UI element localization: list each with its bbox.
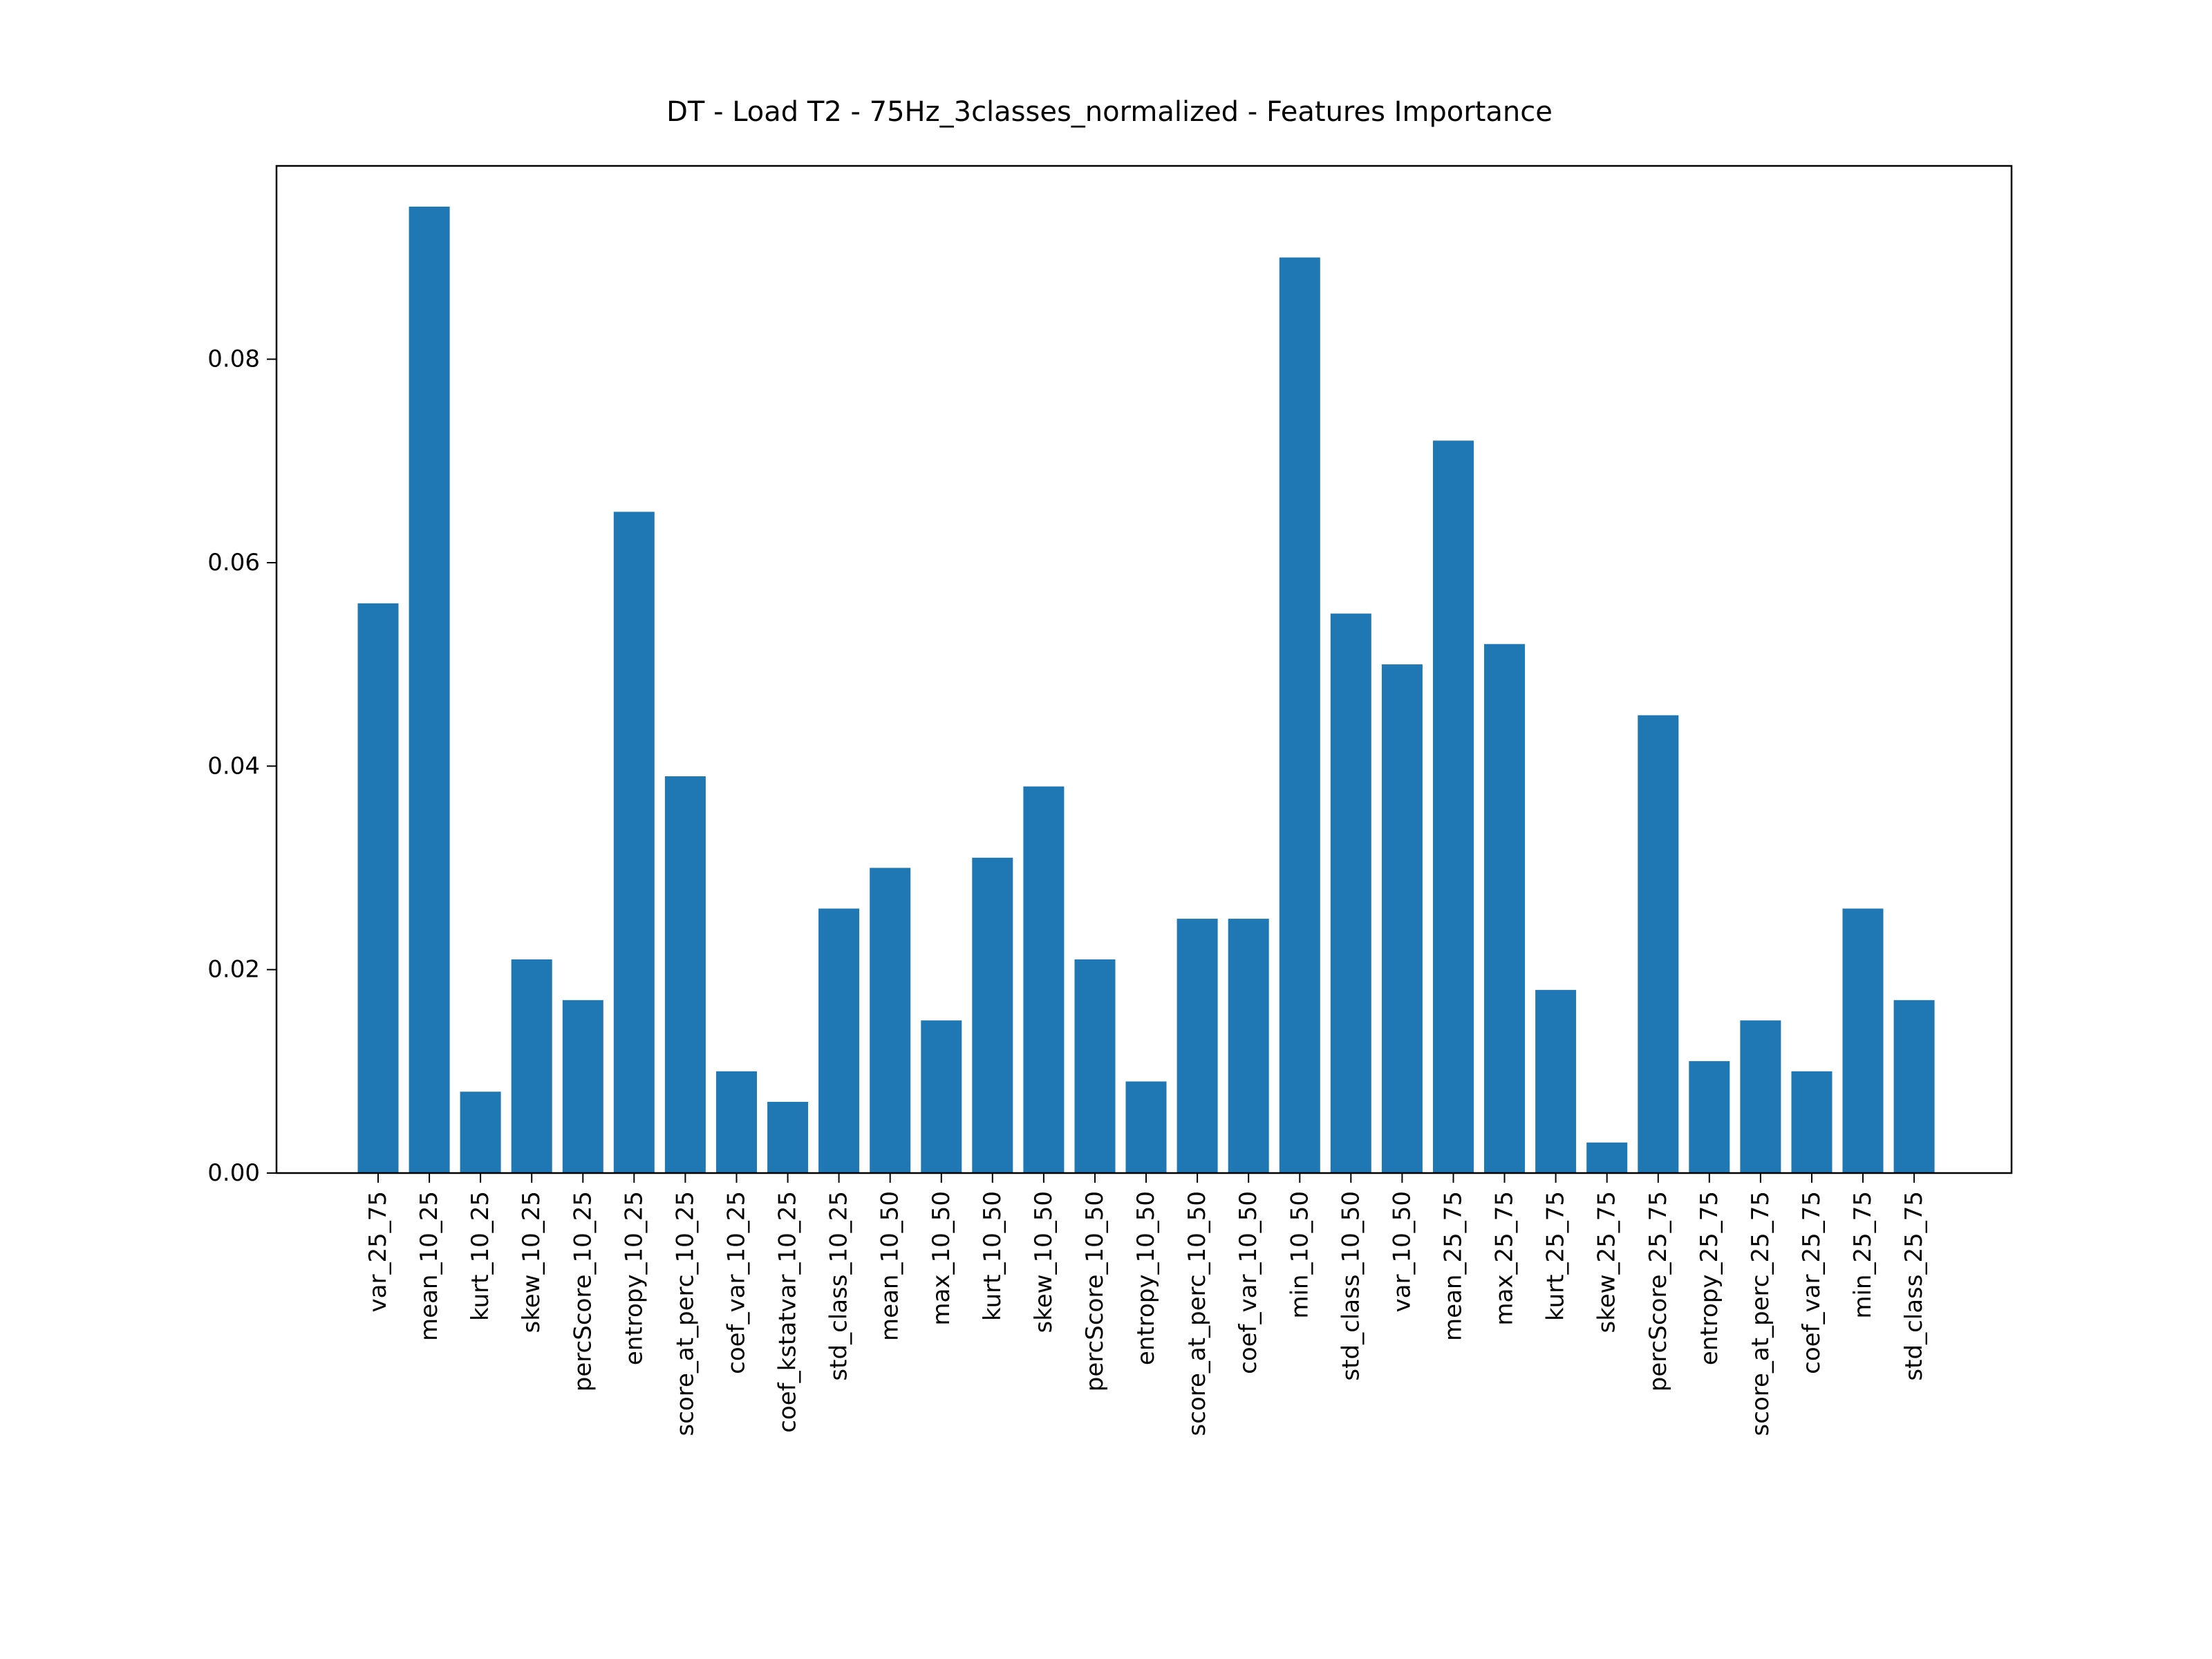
- bar-max_10_50: [921, 1020, 962, 1173]
- bar-min_10_50: [1279, 257, 1320, 1173]
- bar-kurt_10_50: [972, 857, 1013, 1173]
- x-tick-label: kurt_25_75: [1542, 1191, 1570, 1321]
- x-tick-label: skew_10_50: [1030, 1191, 1058, 1333]
- bar-percScore_10_50: [1074, 959, 1116, 1173]
- bar-mean_10_25: [409, 206, 450, 1173]
- x-tick-label: score_at_perc_10_50: [1183, 1191, 1211, 1436]
- y-tick-label: 0.00: [207, 1159, 260, 1187]
- x-tick-label: std_class_10_50: [1337, 1191, 1365, 1381]
- bar-entropy_10_25: [613, 512, 655, 1173]
- x-tick-label: entropy_10_25: [620, 1191, 648, 1365]
- x-tick-label: coef_var_25_75: [1798, 1191, 1826, 1374]
- x-tick-label: min_10_50: [1286, 1191, 1313, 1319]
- y-tick-label: 0.08: [207, 346, 260, 373]
- bar-percScore_25_75: [1638, 715, 1679, 1173]
- chart-title: DT - Load T2 - 75Hz_3classes_normalized …: [666, 96, 1553, 128]
- x-tick-label: min_25_75: [1849, 1191, 1877, 1319]
- x-tick-label: var_10_50: [1388, 1191, 1416, 1312]
- x-tick-label: kurt_10_50: [979, 1191, 1006, 1321]
- x-tick-label: std_class_10_25: [825, 1191, 853, 1381]
- x-tick-label: max_10_50: [928, 1191, 955, 1326]
- x-tick-label: percScore_10_50: [1081, 1191, 1109, 1391]
- y-tick-label: 0.04: [207, 752, 260, 780]
- x-tick-label: score_at_perc_25_75: [1747, 1191, 1774, 1436]
- x-tick-label: percScore_25_75: [1644, 1191, 1672, 1391]
- plot-frame: [275, 165, 2013, 1174]
- x-tick-label: skew_25_75: [1593, 1191, 1621, 1333]
- bar-score_at_perc_10_50: [1177, 919, 1218, 1173]
- x-tick-label: coef_var_10_25: [723, 1191, 751, 1374]
- x-tick-label: mean_25_75: [1440, 1191, 1468, 1341]
- y-tick-label: 0.02: [207, 956, 260, 984]
- x-tick-label: score_at_perc_10_25: [671, 1191, 699, 1436]
- x-tick-label: mean_10_50: [877, 1191, 904, 1341]
- bar-score_at_perc_25_75: [1740, 1020, 1781, 1173]
- bar-std_class_10_25: [818, 908, 860, 1173]
- y-tick-label: 0.06: [207, 549, 260, 577]
- x-tick-label: skew_10_25: [518, 1191, 545, 1333]
- x-tick-label: entropy_25_75: [1696, 1191, 1723, 1365]
- bar-percScore_10_25: [562, 1000, 603, 1173]
- bar-skew_25_75: [1586, 1142, 1628, 1173]
- bar-var_25_75: [357, 603, 399, 1173]
- x-axis: var_25_75 mean_10_25 kurt_10_25 skew_10_25 p…: [364, 1173, 1928, 1436]
- x-tick-label: entropy_10_50: [1132, 1191, 1160, 1365]
- bar-entropy_10_50: [1125, 1081, 1167, 1173]
- bar-min_25_75: [1842, 908, 1884, 1173]
- bar-coef_var_25_75: [1791, 1071, 1833, 1173]
- x-tick-label: max_25_75: [1491, 1191, 1519, 1326]
- bar-std_class_10_50: [1330, 613, 1371, 1173]
- y-axis: 0.00 0.02 0.04 0.06 0.08: [207, 346, 276, 1187]
- bar-mean_10_50: [870, 868, 911, 1173]
- bar-entropy_25_75: [1689, 1061, 1730, 1173]
- bar-skew_10_50: [1023, 786, 1065, 1173]
- bar-score_at_perc_10_25: [664, 776, 706, 1173]
- bar-coef_kstatvar_10_25: [767, 1102, 809, 1173]
- x-tick-label: coef_kstatvar_10_25: [774, 1191, 802, 1433]
- bar-kurt_25_75: [1535, 990, 1577, 1173]
- x-tick-label: coef_var_10_50: [1235, 1191, 1262, 1374]
- x-tick-label: percScore_10_25: [569, 1191, 597, 1391]
- bar-kurt_10_25: [460, 1091, 501, 1173]
- bar-std_class_25_75: [1893, 1000, 1935, 1173]
- x-tick-label: mean_10_25: [415, 1191, 443, 1341]
- x-tick-label: var_25_75: [364, 1191, 392, 1312]
- bar-skew_10_25: [511, 959, 552, 1173]
- bar-group: [357, 206, 1935, 1173]
- bar-mean_25_75: [1433, 440, 1474, 1173]
- bar-coef_var_10_25: [716, 1071, 757, 1173]
- bar-coef_var_10_50: [1228, 919, 1269, 1173]
- bar-var_10_50: [1381, 664, 1423, 1173]
- x-tick-label: std_class_25_75: [1900, 1191, 1928, 1381]
- bar-max_25_75: [1484, 644, 1525, 1173]
- x-tick-label: kurt_10_25: [467, 1191, 494, 1321]
